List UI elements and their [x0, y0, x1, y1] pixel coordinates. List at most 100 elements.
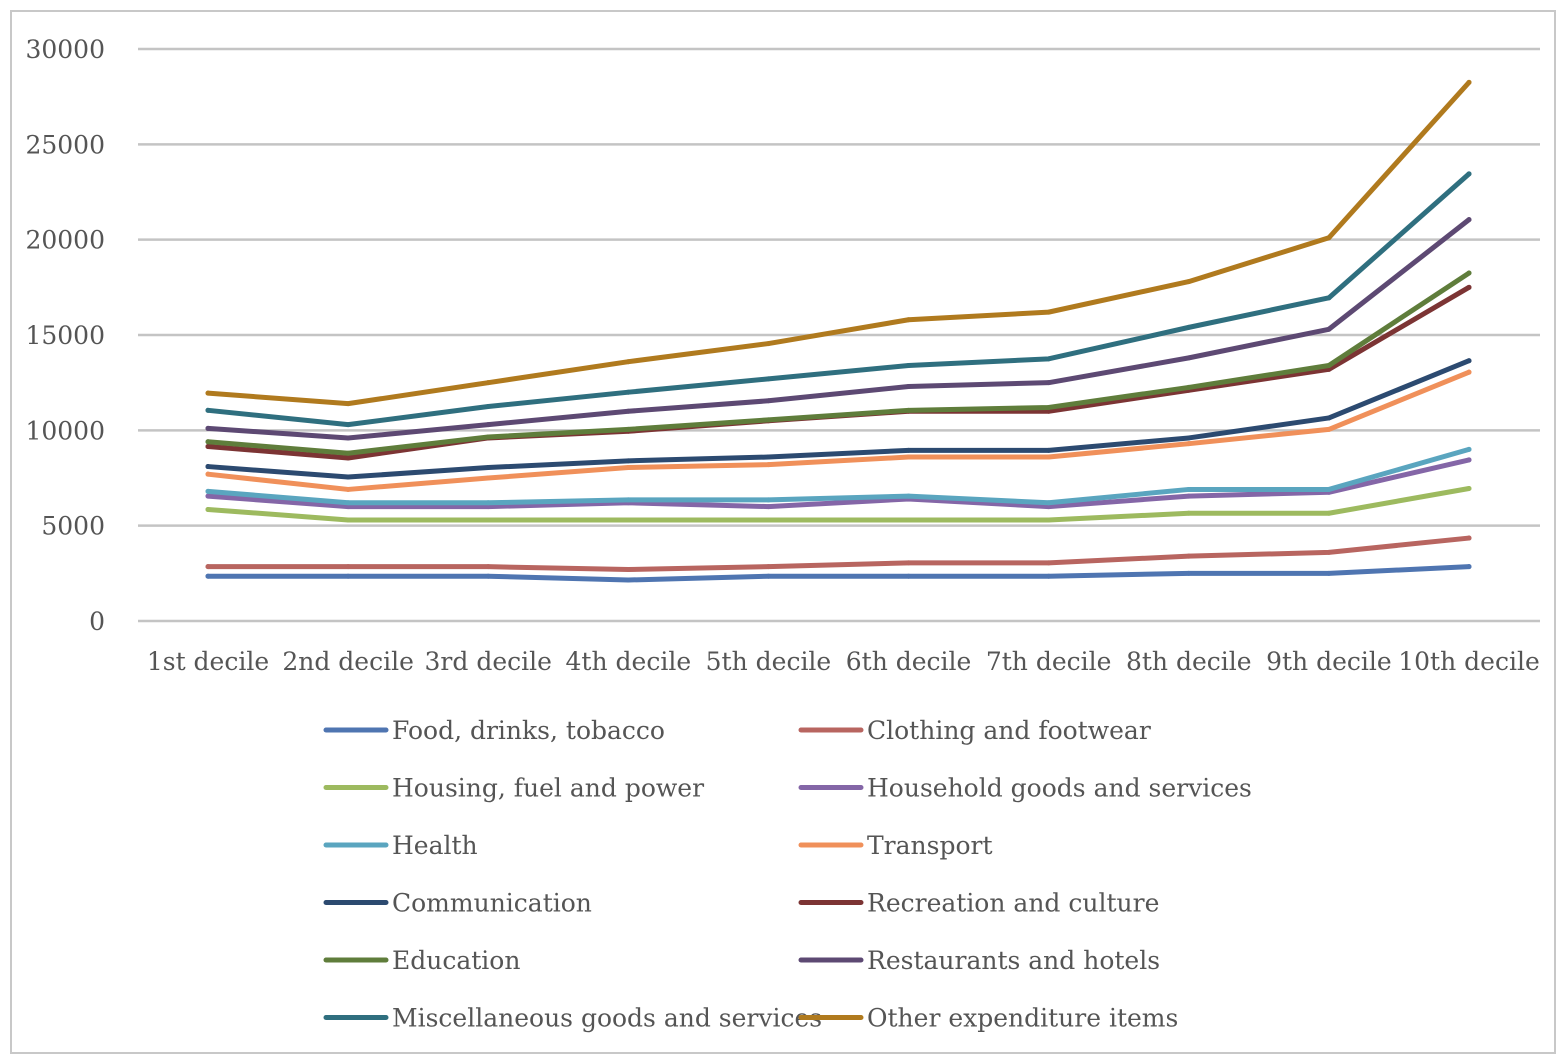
data-point: [485, 475, 491, 481]
legend-item: Restaurants and hotels: [798, 946, 1160, 975]
legend-label: Food, drinks, tobacco: [392, 716, 665, 745]
series-line: [205, 446, 1472, 506]
legend-item: Transport: [798, 831, 993, 860]
data-point: [205, 573, 211, 579]
x-tick-label: 6th decile: [846, 647, 972, 676]
x-tick-label: 4th decile: [566, 647, 692, 676]
data-point: [205, 488, 211, 494]
data-point: [1466, 171, 1472, 177]
chart-frame: [10, 10, 1556, 1054]
y-tick-label: 0: [89, 607, 105, 636]
data-point: [1466, 284, 1472, 290]
data-point: [1046, 500, 1052, 506]
data-point: [1466, 446, 1472, 452]
data-point: [765, 398, 771, 404]
data-point: [765, 417, 771, 423]
data-point: [1466, 358, 1472, 364]
series-line: [205, 270, 1472, 456]
data-point: [345, 564, 351, 570]
legend-item: Education: [323, 946, 520, 975]
data-point: [1326, 235, 1332, 241]
data-point: [625, 408, 631, 414]
series-group: [205, 485, 1472, 523]
data-point: [205, 444, 211, 450]
legend-label: Restaurants and hotels: [867, 946, 1160, 975]
legend-label: Education: [392, 946, 520, 975]
data-point: [1046, 560, 1052, 566]
data-point: [625, 426, 631, 432]
data-point: [1326, 486, 1332, 492]
data-point: [485, 564, 491, 570]
data-point: [205, 439, 211, 445]
data-point: [1326, 570, 1332, 576]
gridlines: [138, 47, 1540, 623]
data-point: [1046, 356, 1052, 362]
data-point: [1186, 570, 1192, 576]
data-point: [345, 422, 351, 428]
legend-label: Household goods and services: [867, 774, 1252, 803]
data-point: [205, 390, 211, 396]
series-line: [205, 485, 1472, 523]
data-point: [485, 573, 491, 579]
data-point: [625, 359, 631, 365]
data-point: [485, 434, 491, 440]
data-point: [345, 486, 351, 492]
data-point: [906, 573, 912, 579]
data-point: [906, 493, 912, 499]
data-point: [765, 504, 771, 510]
data-point: [906, 447, 912, 453]
legend-item: Other expenditure items: [798, 1004, 1178, 1033]
legend-item: Food, drinks, tobacco: [323, 716, 665, 745]
data-point: [1186, 435, 1192, 441]
data-point: [1046, 573, 1052, 579]
data-point: [765, 462, 771, 468]
x-tick-label: 10th decile: [1398, 647, 1540, 676]
data-point: [205, 471, 211, 477]
data-point: [625, 497, 631, 503]
data-point: [765, 454, 771, 460]
series-line: [205, 217, 1472, 441]
x-tick-label: 5th decile: [706, 647, 832, 676]
data-point: [625, 465, 631, 471]
legend-label: Housing, fuel and power: [392, 774, 704, 803]
data-point: [625, 577, 631, 583]
data-point: [1326, 326, 1332, 332]
data-point: [205, 464, 211, 470]
data-point: [205, 425, 211, 431]
data-point: [1466, 79, 1472, 85]
x-tick-label: 1st decile: [147, 647, 269, 676]
data-point: [765, 573, 771, 579]
series-line: [205, 564, 1472, 583]
data-point: [1186, 279, 1192, 285]
data-point: [906, 560, 912, 566]
data-point: [1326, 363, 1332, 369]
x-tick-label: 7th decile: [986, 647, 1112, 676]
series-group: [205, 535, 1472, 573]
series-group: [205, 270, 1472, 456]
legend-label: Communication: [392, 889, 592, 918]
data-point: [765, 564, 771, 570]
series-line: [205, 79, 1472, 407]
data-point: [765, 341, 771, 347]
data-point: [1326, 549, 1332, 555]
legend-item: Communication: [323, 889, 592, 918]
data-point: [906, 317, 912, 323]
y-tick-label: 30000: [25, 35, 105, 64]
series-lines: [205, 79, 1472, 583]
legend-label: Recreation and culture: [867, 889, 1159, 918]
data-point: [1326, 415, 1332, 421]
data-point: [1466, 217, 1472, 223]
data-point: [205, 564, 211, 570]
data-point: [1186, 384, 1192, 390]
data-point: [1466, 457, 1472, 463]
series-group: [205, 564, 1472, 583]
y-axis-tick-labels: 0 5000 10000 15000 20000 25000 30000: [25, 35, 105, 636]
x-tick-label: 9th decile: [1266, 647, 1392, 676]
data-point: [625, 517, 631, 523]
data-point: [485, 504, 491, 510]
data-point: [625, 567, 631, 573]
data-point: [906, 454, 912, 460]
data-point: [485, 380, 491, 386]
series-group: [205, 79, 1472, 407]
data-point: [1466, 535, 1472, 541]
